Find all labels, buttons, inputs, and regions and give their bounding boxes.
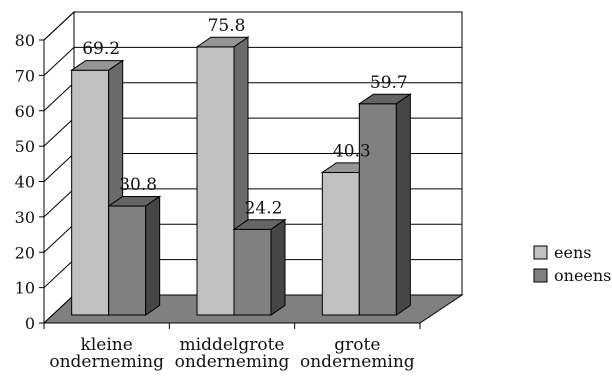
legend-item: eens [533,243,591,262]
bar [232,218,287,316]
gridline-side [43,47,75,76]
y-tick-label: 50 [15,137,35,156]
bar-front [108,205,147,316]
x-tick-label: middelgrote onderneming [175,335,290,372]
legend-item: oneens [533,266,611,285]
gridline-side [43,223,75,253]
bar-front [71,69,110,316]
bar-side [270,218,286,316]
y-tick-label: 60 [15,102,35,121]
data-label: 59.7 [370,73,408,93]
legend-swatch [533,245,548,260]
y-tick-label: 40 [15,173,35,192]
x-tick-label: grote onderneming [300,335,415,372]
bar-front [358,103,397,316]
y-tick-label: 0 [25,314,35,333]
x-axis: kleine onderneming middelgrote onderneming g… [43,323,421,372]
legend-swatch [533,268,548,283]
legend: eens oneens [533,243,611,285]
gridline-side [43,188,75,218]
x-tick-label: kleine onderneming [49,335,164,372]
data-labels: 69.2 30.8 75.8 24.2 40.3 59.7 [82,16,408,219]
y-tick-label: 20 [15,243,35,262]
data-label: 69.2 [82,39,120,59]
legend-label: oneens [554,266,611,285]
bar-front [196,46,235,316]
y-tick-label: 80 [15,31,35,50]
y-tick-label: 70 [15,66,35,85]
data-label: 30.8 [119,175,157,195]
legend-label: eens [554,243,591,262]
gridline-side [43,11,75,41]
bar-front [321,171,360,316]
y-tick-label: 10 [15,279,35,298]
bar-front [233,228,272,316]
bar-side [145,195,161,316]
gridline-side [43,117,75,147]
gridline-side [43,153,75,182]
bar [357,93,412,316]
gridline-side [43,259,75,288]
data-label: 75.8 [208,16,246,36]
bars [70,36,412,316]
bar-side [395,93,411,316]
y-tick-label: 30 [15,208,35,227]
y-axis: 0 10 20 30 40 50 60 70 80 [15,31,45,333]
gridline-side [43,82,75,112]
data-label: 24.2 [245,198,283,218]
bar [107,195,162,316]
data-label: 40.3 [333,141,371,161]
